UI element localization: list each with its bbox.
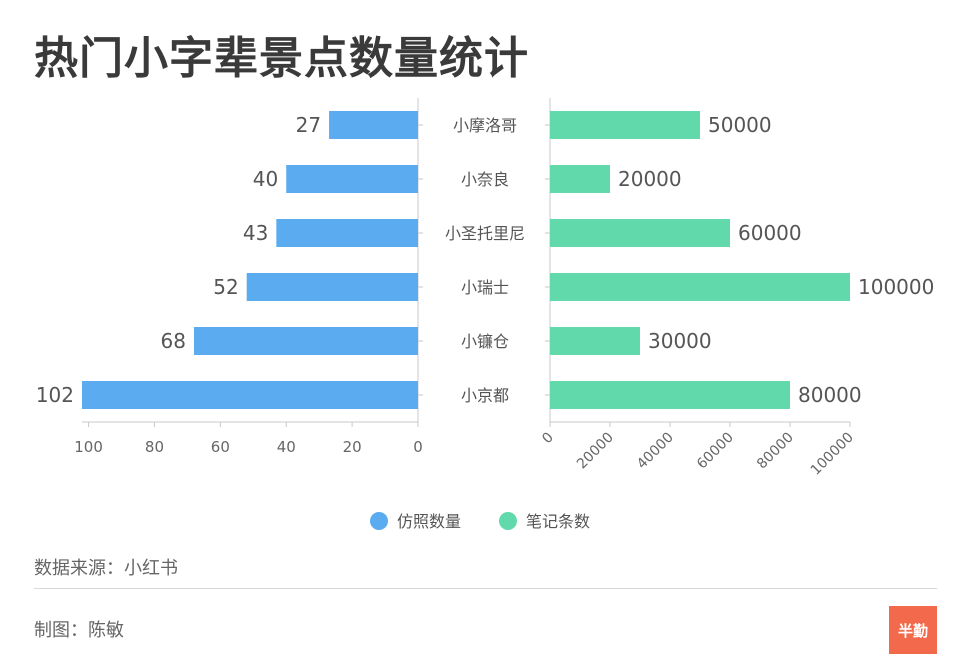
right-bar-series — [550, 111, 850, 409]
left-tick-label: 20 — [343, 438, 362, 456]
chart-title: 热门小字辈景点数量统计 — [34, 33, 529, 84]
legend-marker — [370, 512, 388, 530]
left-value-label: 102 — [36, 383, 74, 407]
right-tick-label: 20000 — [574, 430, 617, 473]
axis-ticks: 0 20 40 60 80 100 0 20000 40000 60000 80000 100000 — [74, 422, 857, 479]
data-source: 数据来源：小红书 — [34, 558, 178, 579]
left-bar — [276, 219, 418, 247]
right-value-label: 100000 — [858, 275, 934, 299]
right-value-label: 60000 — [738, 221, 802, 245]
left-tick-label: 100 — [74, 438, 103, 456]
brand-logo: 半勤 — [889, 606, 937, 654]
right-tick-label: 40000 — [634, 430, 677, 473]
left-tick-label: 60 — [211, 438, 230, 456]
category-label: 小瑞士 — [461, 278, 509, 297]
left-bar — [82, 381, 418, 409]
footer-divider — [34, 588, 937, 589]
right-value-label: 80000 — [798, 383, 862, 407]
right-bar — [550, 381, 790, 409]
right-value-label: 30000 — [648, 329, 712, 353]
left-value-label: 40 — [253, 167, 278, 191]
right-tick-label: 60000 — [694, 430, 737, 473]
left-value-label: 27 — [296, 113, 321, 137]
category-label: 小圣托里尼 — [445, 224, 525, 243]
category-label: 小京都 — [461, 386, 509, 405]
left-bar — [246, 273, 418, 301]
right-tick-label: 100000 — [808, 430, 857, 479]
category-label: 小摩洛哥 — [453, 116, 517, 135]
left-value-label: 52 — [213, 275, 238, 299]
left-bar-series — [82, 111, 418, 409]
left-tick-label: 0 — [413, 438, 423, 456]
right-bar — [550, 111, 700, 139]
left-tick-label: 40 — [277, 438, 296, 456]
right-value-label: 50000 — [708, 113, 772, 137]
chart-axes — [82, 98, 850, 423]
left-value-label: 43 — [243, 221, 268, 245]
left-value-label: 68 — [161, 329, 186, 353]
left-bar — [194, 327, 418, 355]
legend-marker — [499, 512, 517, 530]
value-labels: 27 50000 40 20000 43 60000 52 100000 68 30000 102 8… — [36, 113, 935, 407]
chart-legend: 仿照数量 笔记条数 — [370, 512, 590, 531]
right-bar — [550, 165, 610, 193]
category-label: 小奈良 — [461, 170, 509, 189]
legend-label: 笔记条数 — [526, 512, 590, 531]
right-tick-label: 0 — [539, 430, 557, 448]
right-value-label: 20000 — [618, 167, 682, 191]
right-bar — [550, 327, 640, 355]
category-label: 小镰仓 — [461, 332, 509, 351]
chart-credit: 制图：陈敏 — [34, 620, 124, 641]
left-bar — [286, 165, 418, 193]
left-tick-label: 80 — [145, 438, 164, 456]
right-bar — [550, 219, 730, 247]
left-bar — [329, 111, 418, 139]
legend-label: 仿照数量 — [397, 512, 461, 531]
right-tick-label: 80000 — [754, 430, 797, 473]
right-bar — [550, 273, 850, 301]
